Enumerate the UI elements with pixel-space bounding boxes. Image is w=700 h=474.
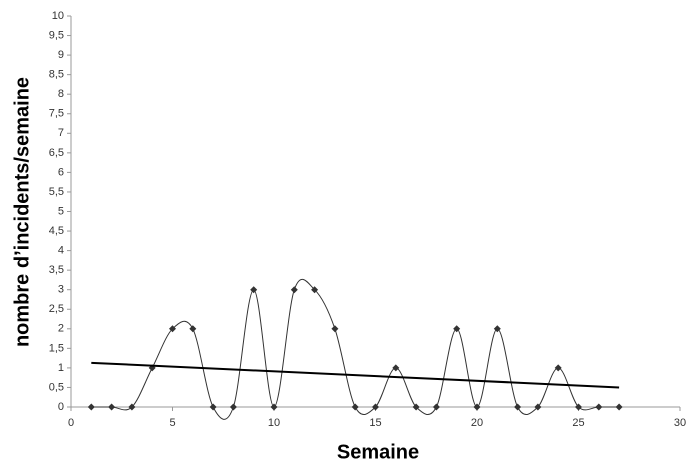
data-point	[575, 403, 582, 411]
y-tick-label: 6,5	[49, 147, 64, 159]
y-tick-label: 3,5	[49, 264, 64, 276]
data-point	[209, 403, 217, 411]
data-point	[351, 403, 359, 411]
y-tick-label: 5	[58, 205, 64, 217]
data-point	[189, 325, 197, 333]
data-point	[595, 403, 603, 411]
data-point	[87, 403, 95, 411]
x-axis-title: Semaine	[337, 441, 419, 463]
data-point	[412, 403, 420, 411]
y-tick-label: 1	[58, 362, 64, 374]
data-point	[331, 325, 339, 333]
x-tick-label: 15	[369, 417, 381, 429]
series-line	[91, 278, 620, 420]
y-tick-label: 10	[52, 10, 64, 22]
y-tick-label: 9,5	[49, 29, 64, 41]
x-tick-label: 25	[572, 417, 584, 429]
data-point	[270, 403, 278, 411]
y-tick-label: 0,5	[49, 381, 64, 393]
data-point	[311, 286, 319, 294]
data-point	[554, 364, 562, 372]
data-point	[290, 286, 298, 294]
data-point	[473, 403, 481, 411]
data-point	[534, 403, 542, 411]
y-tick-label: 6	[58, 166, 64, 178]
y-tick-label: 8	[58, 88, 64, 100]
data-point	[453, 325, 461, 333]
data-point	[514, 403, 522, 411]
y-tick-label: 2	[58, 323, 64, 335]
x-tick-label: 10	[268, 417, 280, 429]
data-point	[432, 403, 440, 411]
y-tick-label: 2,5	[49, 303, 64, 315]
y-tick-label: 7,5	[49, 108, 64, 120]
x-tick-label: 20	[471, 417, 483, 429]
x-tick-label: 5	[169, 417, 175, 429]
x-tick-label: 0	[68, 417, 74, 429]
data-point	[493, 325, 501, 333]
y-tick-label: 7	[58, 127, 64, 139]
data-point	[615, 403, 623, 411]
y-tick-label: 3	[58, 284, 64, 296]
trendline	[91, 361, 620, 389]
y-tick-label: 0	[58, 401, 64, 413]
data-point	[229, 403, 237, 411]
data-point	[108, 403, 116, 411]
data-point	[128, 403, 136, 411]
y-tick-label: 9	[58, 49, 64, 61]
x-tick-label: 30	[674, 417, 686, 429]
data-point	[169, 325, 176, 333]
y-axis-title: nombre d’incidents/semaine	[11, 77, 33, 347]
y-tick-label: 4,5	[49, 225, 64, 237]
y-tick-label: 4	[58, 245, 64, 257]
y-tick-label: 1,5	[49, 342, 64, 354]
data-point	[392, 364, 400, 372]
data-point	[372, 403, 379, 411]
data-point	[250, 286, 258, 294]
y-tick-label: 8,5	[49, 69, 64, 81]
y-tick-label: 5,5	[49, 186, 64, 198]
